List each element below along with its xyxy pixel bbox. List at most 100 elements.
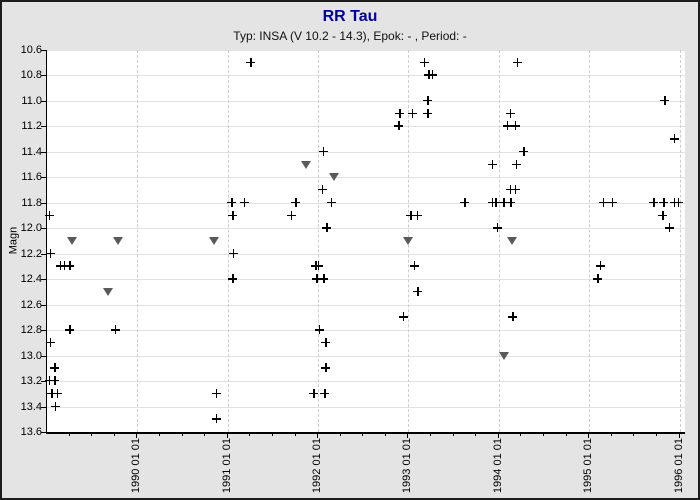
observation-plus-marker <box>419 57 429 67</box>
x-axis-major-tick <box>226 432 228 438</box>
observation-plus-marker <box>508 312 518 322</box>
x-axis-minor-tick <box>610 432 612 436</box>
observation-plus-marker <box>312 274 322 284</box>
y-gridline <box>47 50 685 51</box>
x-axis-minor-tick <box>204 432 206 436</box>
fainter-than-triangle-marker <box>209 237 220 245</box>
x-axis-major-tick <box>317 432 319 438</box>
x-gridline <box>589 50 591 432</box>
fainter-than-triangle-marker <box>402 237 413 245</box>
y-axis-tick <box>41 100 46 102</box>
observation-plus-marker <box>412 210 422 220</box>
observation-plus-marker <box>499 197 509 207</box>
y-tick-label: 12.2 <box>20 247 42 260</box>
y-gridline <box>47 177 685 179</box>
y-gridline <box>47 126 685 128</box>
x-axis-minor-tick <box>339 432 341 436</box>
y-gridline <box>47 381 685 383</box>
y-gridline <box>47 330 685 332</box>
observation-plus-marker <box>460 197 470 207</box>
observation-plus-marker <box>211 414 221 424</box>
observation-plus-marker <box>487 159 497 169</box>
x-axis-minor-tick <box>633 432 635 436</box>
y-axis-tick <box>41 381 46 383</box>
chart-subtitle: Typ: INSA (V 10.2 - 14.3), Epok: - , Per… <box>233 29 467 43</box>
fainter-than-triangle-marker <box>507 237 518 245</box>
y-axis-tick <box>41 151 46 153</box>
y-tick-label: 12.4 <box>20 273 42 286</box>
observation-plus-marker <box>506 197 516 207</box>
y-axis-tick <box>41 406 46 408</box>
observation-plus-marker <box>318 146 328 156</box>
fainter-than-triangle-marker <box>103 287 114 296</box>
x-axis-major-tick <box>136 432 138 438</box>
x-tick-label: 1993 01 01 <box>401 438 414 494</box>
y-axis-tick <box>41 253 46 255</box>
x-axis-major-tick <box>497 432 499 438</box>
chart-title: RR Tau <box>322 8 378 25</box>
x-axis-minor-tick <box>91 432 93 436</box>
y-tick-label: 13.4 <box>20 400 42 413</box>
y-tick-label: 11.8 <box>21 196 42 209</box>
observation-plus-marker <box>65 325 75 335</box>
x-axis-minor-tick <box>113 432 115 436</box>
observation-plus-marker <box>413 286 423 296</box>
y-axis-tick <box>41 432 46 433</box>
observation-plus-marker <box>398 312 408 322</box>
y-tick-label: 13.2 <box>20 375 42 388</box>
observation-plus-marker <box>228 274 238 284</box>
observation-plus-marker <box>407 108 417 118</box>
plot-area <box>44 50 685 434</box>
x-tick-label: 1991 01 01 <box>220 438 233 494</box>
x-gridline <box>227 50 229 432</box>
x-axis-minor-tick <box>475 432 477 436</box>
observation-plus-marker <box>52 388 62 398</box>
observation-plus-marker <box>492 223 502 233</box>
observation-plus-marker <box>511 121 520 131</box>
observation-plus-marker <box>660 95 670 105</box>
observation-plus-marker <box>512 57 522 67</box>
x-tick-label: 1996 01 01 <box>672 438 685 494</box>
y-tick-label: 10.6 <box>20 44 42 56</box>
y-axis-tick <box>41 330 46 332</box>
observation-plus-marker <box>658 210 668 220</box>
observation-plus-marker <box>409 261 419 271</box>
y-gridline <box>47 406 685 408</box>
y-axis-tick <box>41 75 46 77</box>
observation-plus-marker <box>51 401 61 411</box>
observation-plus-marker <box>227 197 237 207</box>
y-axis-tick <box>41 355 46 357</box>
observation-plus-marker <box>44 376 54 386</box>
x-axis-major-tick <box>407 432 409 438</box>
y-axis-tick <box>41 126 46 128</box>
observation-plus-marker <box>427 70 437 80</box>
fainter-than-triangle-marker <box>67 237 78 245</box>
y-tick-label: 11.6 <box>21 171 42 184</box>
y-axis-tick <box>41 177 46 179</box>
observation-plus-marker <box>45 337 55 347</box>
observation-plus-marker <box>394 121 404 131</box>
x-axis-minor-tick <box>271 432 273 436</box>
observation-plus-marker <box>317 185 327 195</box>
observation-plus-marker <box>320 388 330 398</box>
observation-plus-marker <box>649 197 659 207</box>
y-gridline <box>47 100 685 102</box>
observation-plus-marker <box>406 210 416 220</box>
observation-plus-marker <box>326 197 336 207</box>
observation-plus-marker <box>659 197 669 207</box>
y-gridline <box>47 279 685 281</box>
fainter-than-triangle-marker <box>499 351 510 360</box>
y-tick-label: 11.4 <box>21 145 42 158</box>
observation-plus-marker <box>110 325 120 335</box>
y-tick-label: 10.8 <box>20 69 42 82</box>
observation-plus-marker <box>65 261 75 271</box>
observation-plus-marker <box>598 197 608 207</box>
y-tick-label: 13.6 <box>20 426 42 438</box>
observation-plus-marker <box>673 197 683 207</box>
observation-plus-marker <box>314 325 324 335</box>
observation-plus-marker <box>491 197 501 207</box>
observation-plus-marker <box>607 197 617 207</box>
observation-plus-marker <box>309 388 319 398</box>
x-axis-minor-tick <box>655 432 657 436</box>
